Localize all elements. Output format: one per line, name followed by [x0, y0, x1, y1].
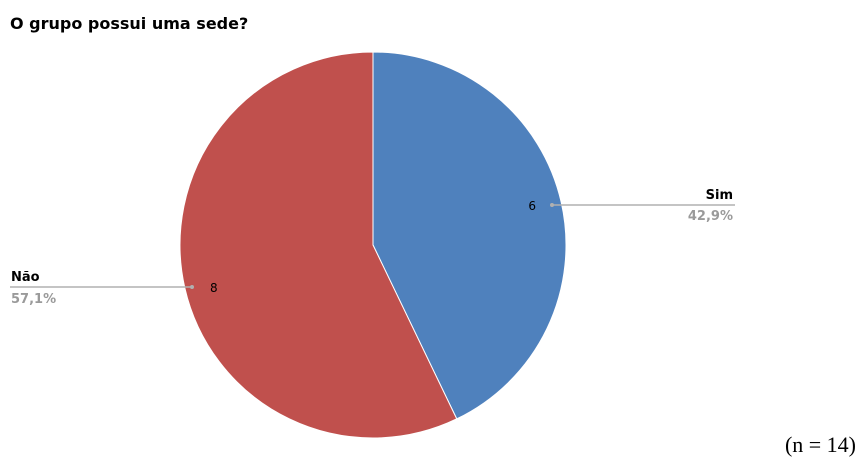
percent-label-nao: 57,1%: [11, 292, 56, 307]
pie-slice-nao: [179, 51, 458, 439]
sample-size-note: (n = 14): [784, 432, 856, 457]
percent-label-sim: 42,9%: [688, 209, 733, 224]
category-label-sim: Sim: [706, 188, 733, 203]
leader-dot-nao: [190, 285, 194, 289]
data-label-nao: 8: [210, 281, 218, 295]
pie-slice-sim: [372, 51, 567, 420]
chart-title: O grupo possui uma sede?: [10, 14, 249, 33]
category-label-nao: Não: [11, 270, 40, 285]
data-label-sim: 6: [528, 199, 536, 213]
leader-dot-sim: [550, 203, 554, 207]
